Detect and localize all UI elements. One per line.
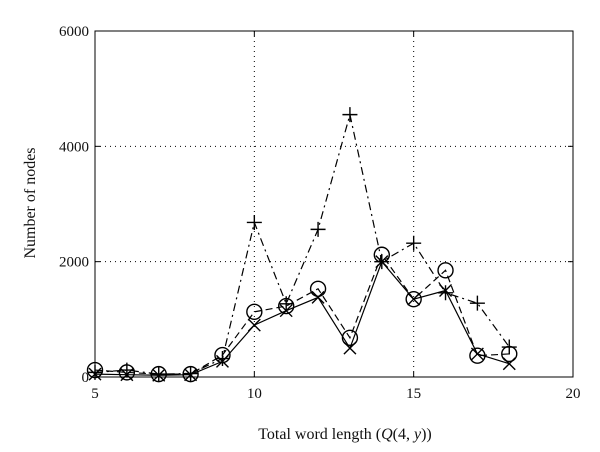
plus-marker: [278, 296, 294, 312]
x-tick-label: 20: [566, 386, 581, 402]
x-tick-label: 5: [91, 386, 99, 402]
circle-marker: [437, 262, 454, 279]
plus-marker: [151, 366, 167, 382]
plus-marker: [183, 366, 199, 382]
plus-marker: [87, 364, 103, 380]
plus-marker: [438, 285, 454, 301]
cross-marker: [311, 290, 325, 304]
plus-marker: [310, 221, 326, 237]
series-dashdot: [87, 107, 517, 382]
y-axis-label: Number of nodes: [22, 147, 39, 258]
series-line: [94, 114, 510, 375]
plot-frame: [94, 30, 574, 378]
plus-marker: [374, 254, 390, 270]
plus-marker: [342, 107, 358, 123]
plus-marker: [214, 351, 230, 367]
circle-marker: [309, 280, 327, 297]
y-tick-label: 4000: [59, 139, 89, 155]
plus-marker: [469, 295, 485, 311]
x-axis-label: Total word length (Q(4, y)): [258, 426, 432, 443]
series-line: [94, 260, 510, 376]
plus-marker: [501, 339, 517, 355]
plus-marker: [119, 362, 135, 378]
circle-marker: [341, 329, 359, 346]
circle-marker: [246, 303, 263, 321]
axis-ticks: 5 10 15 20 0 2000 4000 6000: [59, 24, 581, 402]
x-tick-label: 15: [406, 386, 421, 402]
x-tick-label: 10: [247, 386, 262, 402]
circle-marker: [469, 347, 486, 364]
circle-marker: [405, 290, 422, 308]
y-tick-label: 0: [82, 370, 90, 386]
grid-lines: [95, 31, 573, 377]
plus-marker: [406, 235, 422, 251]
y-tick-label: 2000: [59, 255, 89, 271]
series-layer: [86, 107, 518, 383]
plus-marker: [246, 214, 262, 230]
cross-marker: [247, 318, 261, 332]
y-tick-label: 6000: [59, 24, 89, 40]
series-line: [94, 253, 510, 375]
